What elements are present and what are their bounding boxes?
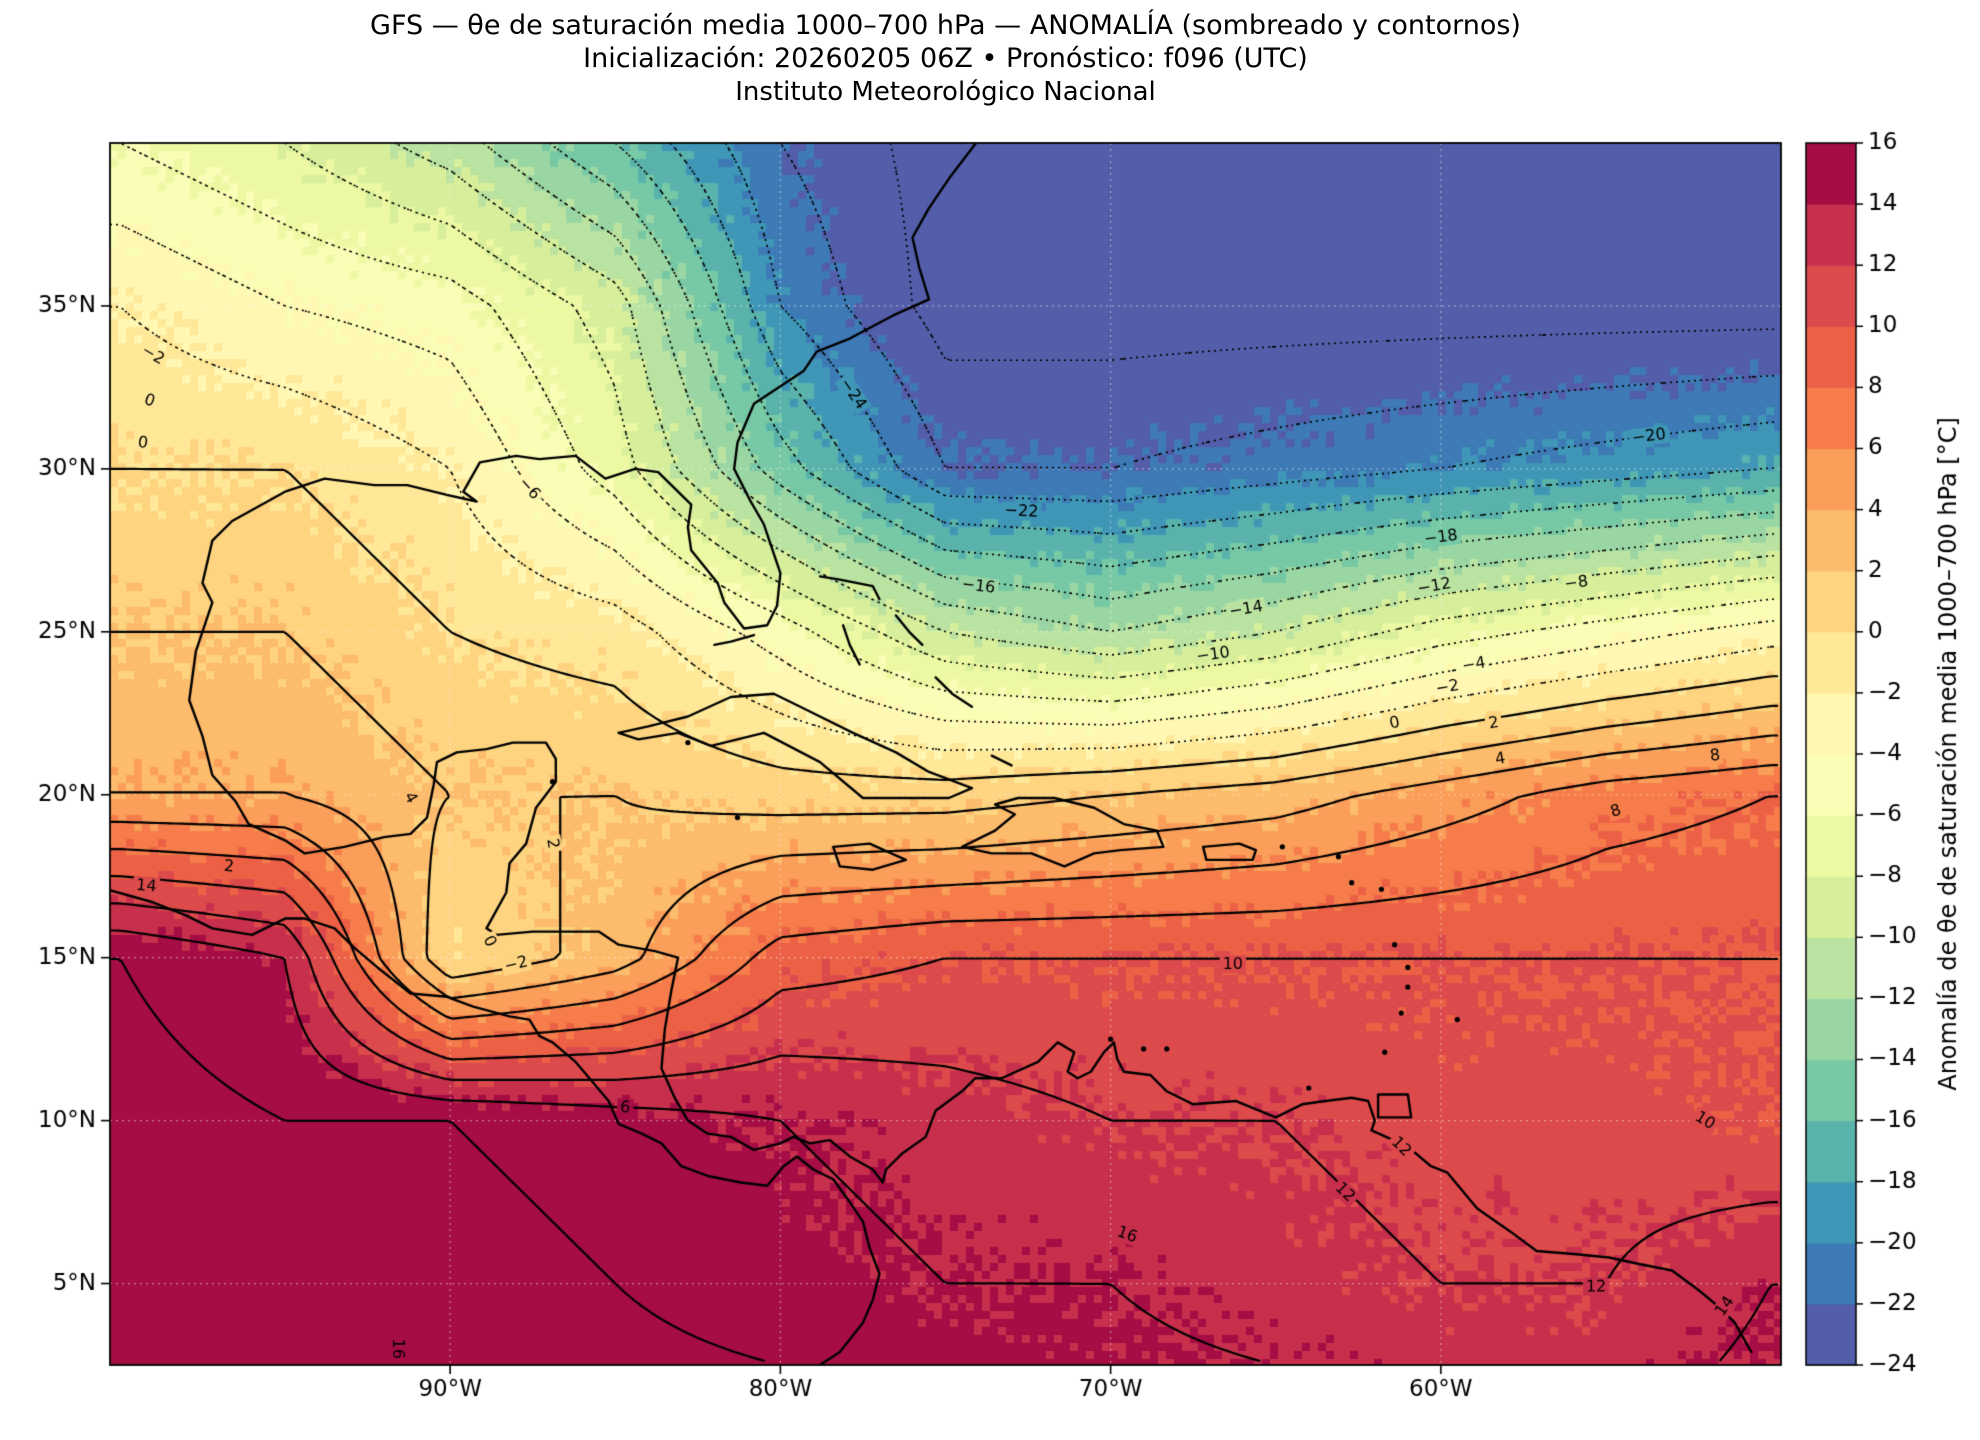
chart-subtitle-init-forecast: Inicialización: 20260205 06Z • Pronóstic… (583, 42, 1308, 74)
chart-titles: GFS — θe de saturación media 1000–700 hP… (110, 10, 1781, 108)
chart-title: GFS — θe de saturación media 1000–700 hP… (370, 10, 1521, 41)
chart-institution: Instituto Meteorológico Nacional (735, 76, 1156, 107)
